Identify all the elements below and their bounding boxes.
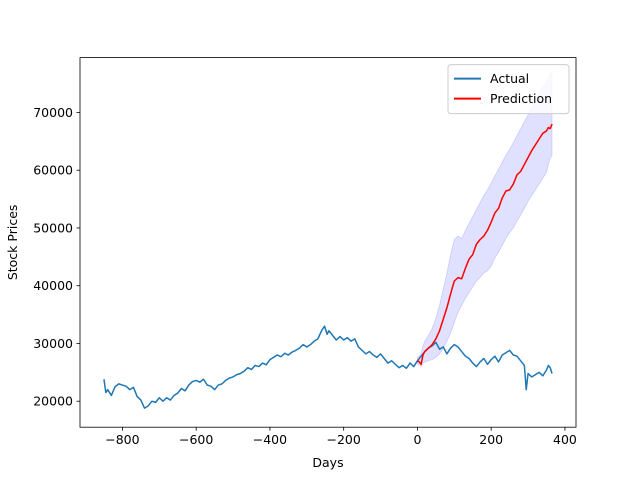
x-tick-label: −200 [327,432,361,447]
y-tick-label: 30000 [33,336,73,351]
series-line-actual [103,325,553,409]
y-tick-label: 70000 [33,105,73,120]
legend-box [447,64,570,115]
x-tick-label: −600 [179,432,213,447]
x-tick-label: 0 [413,432,421,447]
series-layer [103,123,553,409]
series-line-prediction [417,123,553,365]
y-tick-label: 40000 [33,278,73,293]
x-tick-label: 400 [553,432,577,447]
plot-area-frame [79,57,577,428]
y-axis-ticks: 20000 30000 40000 50000 60000 70000 [33,105,80,409]
x-axis-label: Days [312,455,343,470]
legend-label-actual: Actual [490,71,529,86]
legend: Actual Prediction [447,64,570,115]
y-tick-label: 20000 [33,394,73,409]
y-tick-label: 60000 [33,163,73,178]
x-tick-label: 200 [479,432,503,447]
legend-label-prediction: Prediction [490,91,552,106]
x-tick-label: −800 [105,432,139,447]
x-axis-ticks: −800 −600 −400 −200 0 200 400 [105,427,577,447]
y-tick-label: 50000 [33,220,73,235]
y-axis-label: Stock Prices [5,205,20,281]
x-tick-label: −400 [253,432,287,447]
